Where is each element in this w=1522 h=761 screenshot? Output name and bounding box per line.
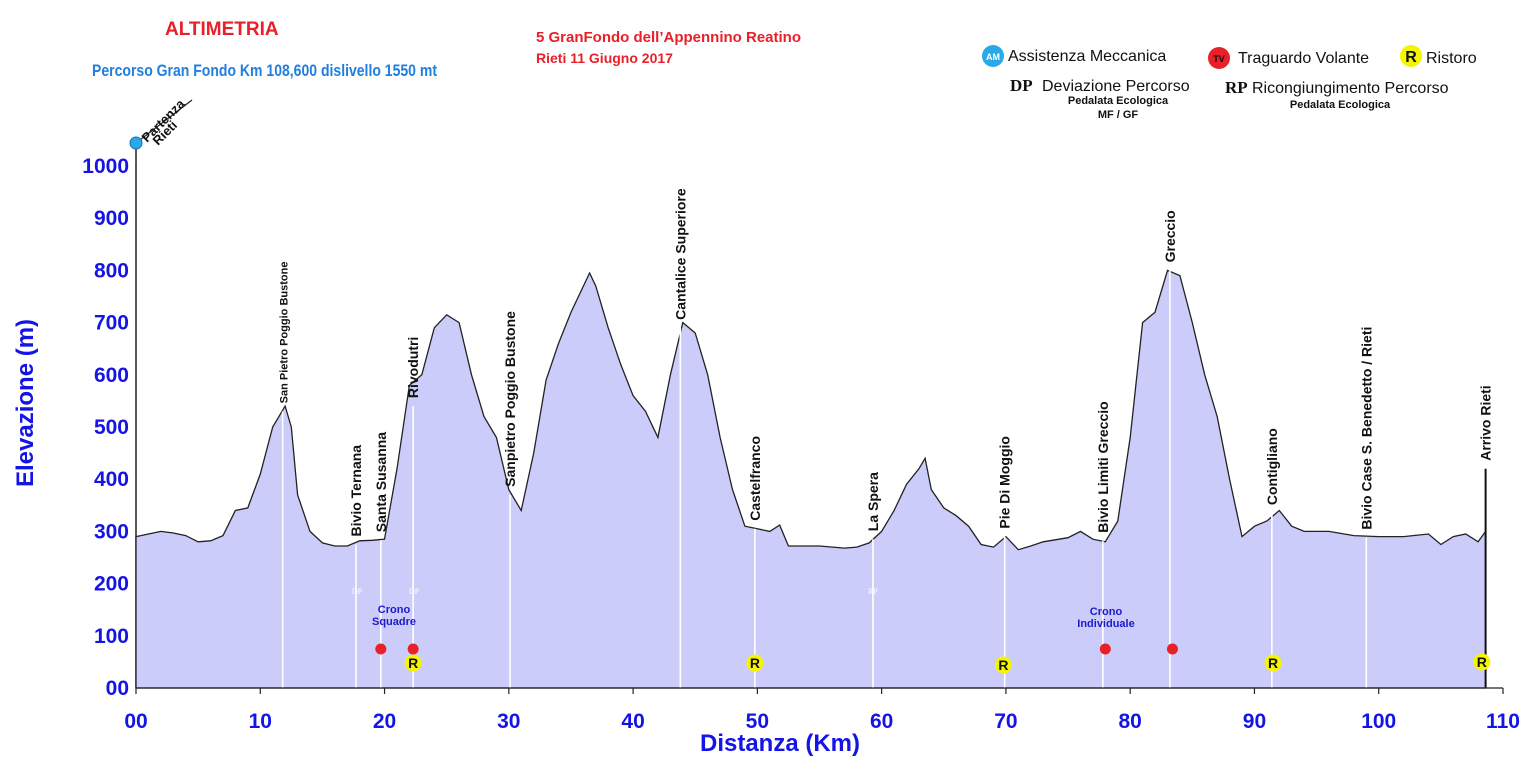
waypoint-label: Contigliano [1264,428,1280,505]
legend-sprint-label: Traguardo Volante [1238,50,1369,67]
legend: AM Assistenza Meccanica TV Traguardo Vol… [982,45,1477,121]
waypoint-label: Bivio Limiti Greccio [1095,401,1111,532]
chart-title: ALTIMETRIA [165,19,279,40]
waypoint-label: Santa Susanna [373,432,389,533]
svg-text:R: R [408,655,418,671]
y-tick-label: 700 [94,312,129,335]
chart-subtitle: Percorso Gran Fondo Km 108,600 dislivell… [92,61,437,80]
food-marker: R [1473,653,1491,671]
sprint-marker [375,643,387,655]
legend-rejoin-label: Ricongiungimento Percorso [1252,80,1449,97]
x-tick-label: 90 [1243,710,1266,733]
y-axis-label: Elevazione (m) [12,319,39,487]
y-tick-label: 800 [94,259,129,282]
food-marker: R [404,654,422,672]
x-tick-label: 70 [994,710,1017,733]
waypoint-label: Bivio Ternana [348,445,364,537]
sprint-marker [407,643,419,655]
legend-deviation-label: Deviazione Percorso [1042,78,1190,95]
svg-text:R: R [1268,655,1278,671]
legend-rejoin-code: RP [1225,78,1248,97]
waypoint-label: Arrivo Rieti [1478,385,1494,460]
y-tick-label: 00 [106,677,129,700]
x-tick-label: 30 [497,710,520,733]
elevation-profile-area [135,269,1487,689]
legend-rejoin-sub1: Pedalata Ecologica [1290,99,1391,111]
y-tick-label: 100 [94,625,129,648]
sprint-marker [1166,643,1178,655]
y-tick-label: 300 [94,520,129,543]
y-tick-label: 600 [94,364,129,387]
food-marker: R [1264,654,1282,672]
waypoint-label: San Pietro Poggio Bustone [279,262,291,404]
svg-text:R: R [998,657,1008,673]
x-axis-label: Distanza (Km) [700,730,860,757]
svg-text:Squadre: Squadre [372,616,416,628]
svg-text:R: R [1477,654,1487,670]
y-tick-label: 500 [94,416,129,439]
waypoint-label: La Spera [865,472,881,531]
y-tick-label: 1000 [82,155,129,178]
x-tick-label: 50 [746,710,769,733]
waypoint-label: Bivio Case S. Benedetto / Rieti [1358,327,1374,530]
waypoint-label: Sanpietro Poggio Bustone [502,311,518,487]
legend-mechanic-label: Assistenza Meccanica [1008,48,1166,65]
waypoint-label: Castelfranco [747,436,763,521]
svg-text:AM: AM [986,52,1000,62]
waypoint-label: Greccio [1162,210,1178,262]
x-tick-label: 10 [249,710,272,733]
start-mechanic-icon [129,136,143,150]
legend-deviation-sub2: MF / GF [1098,109,1139,121]
rp-marker-label: RP [868,587,878,596]
x-tick-label: 60 [870,710,893,733]
x-tick-label: 110 [1486,710,1520,733]
food-marker: R [746,654,764,672]
y-axis: 00 100 200 300 400 500 600 700 800 900 1000 [82,155,129,700]
x-tick-label: 100 [1361,710,1396,733]
x-tick-label: 00 [124,710,147,733]
svg-text:Individuale: Individuale [1077,618,1134,630]
legend-food-label: Ristoro [1426,50,1477,67]
legend-deviation-sub1: Pedalata Ecologica [1068,95,1169,107]
dp-marker-label: DP [352,587,363,596]
waypoint-label: Pie Di Moggio [997,436,1013,529]
x-tick-label: 80 [1119,710,1142,733]
x-tick-label: 20 [373,710,396,733]
food-marker: R [994,656,1012,674]
crono-squadre-label: Crono Squadre [372,604,416,628]
y-tick-label: 400 [94,468,129,491]
legend-deviation-code: DP [1010,76,1033,95]
event-name: 5 GranFondo dell’Appennino Reatino [536,29,801,46]
svg-text:R: R [1405,49,1417,66]
dp-marker-label: DP [409,587,420,596]
sprint-finish-icon: TV [1208,47,1230,69]
sprint-marker [1099,643,1111,655]
waypoint-label: Rivodutri [405,337,421,398]
x-tick-label: 40 [621,710,644,733]
svg-text:Crono: Crono [1090,606,1123,618]
svg-text:TV: TV [1213,54,1225,64]
waypoint-label: Cantalice Superiore [672,188,688,320]
y-tick-label: 200 [94,573,129,596]
svg-text:Crono: Crono [378,604,411,616]
refreshment-icon: R [1400,45,1422,67]
x-axis: 00 10 20 30 40 50 60 70 80 90 100 110 [124,687,1520,733]
y-tick-label: 900 [94,207,129,230]
mechanic-assistance-icon: AM [982,45,1004,67]
event-date: Rieti 11 Giugno 2017 [536,50,673,66]
svg-text:R: R [750,655,760,671]
crono-individuale-label: Crono Individuale [1077,606,1134,630]
